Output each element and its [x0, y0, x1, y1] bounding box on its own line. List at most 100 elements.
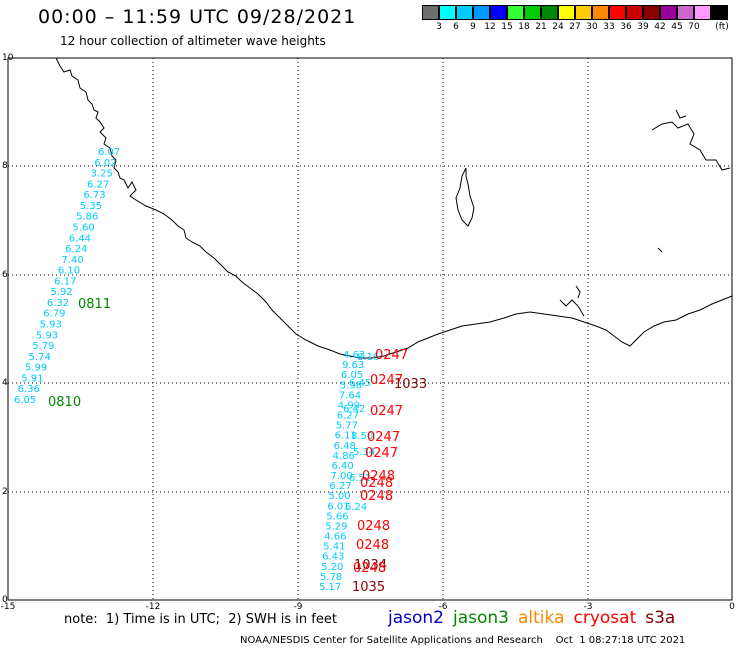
legend-s3a: s3a: [645, 608, 676, 628]
scale-swatch: [558, 5, 575, 20]
wave-height-value: 6.11: [335, 431, 357, 442]
pass-time-label: 1033: [394, 377, 427, 392]
wave-height-value: 5.34: [353, 447, 375, 458]
wave-height-value: 5.17: [319, 582, 341, 593]
legend-jason2: jason2: [388, 608, 444, 628]
wave-height-value: 6.24: [345, 502, 367, 513]
wave-height-value: 8.50: [351, 431, 373, 442]
wave-height-value: 6.42: [343, 404, 365, 415]
wave-height-value: 5.78: [320, 572, 342, 583]
scale-label: 6: [453, 22, 459, 32]
map-subtitle: 12 hour collection of altimeter wave hei…: [60, 34, 326, 48]
scale-label: 45: [671, 22, 683, 32]
x-tick-label: -3: [583, 602, 593, 612]
coastline-segment: [455, 167, 475, 227]
wave-height-value: 3.25: [91, 169, 113, 180]
wave-height-value: 7.40: [61, 255, 83, 266]
credit-line: NOAA/NESDIS Center for Satellite Applica…: [240, 635, 686, 646]
pass-time-label: 0248: [353, 561, 386, 576]
y-tick-label: 6: [2, 270, 8, 280]
wave-height-value: 5.35: [80, 201, 102, 212]
map-grid: [8, 58, 732, 600]
scale-swatch: [439, 5, 456, 20]
wave-height-value: 6.05: [14, 395, 36, 406]
wave-height-value: 4.86: [333, 451, 355, 462]
coastline-segment: [575, 285, 581, 299]
wave-height-value: 6.36: [18, 384, 40, 395]
scale-swatch: [609, 5, 626, 20]
pass-time-label: 0811: [78, 297, 111, 312]
coastline-segment: [675, 109, 687, 119]
x-tick-label: 0: [729, 602, 735, 612]
scale-swatch: [490, 5, 507, 20]
wave-height-value: 6.01: [327, 501, 349, 512]
wave-height-value: 6.02: [94, 158, 116, 169]
legend-cryosat: cryosat: [573, 608, 637, 628]
wave-height-value: 5.92: [51, 287, 73, 298]
wave-height-value: 9.63: [342, 360, 364, 371]
legend-altika: altika: [518, 608, 565, 628]
scale-label: 21: [535, 22, 547, 32]
scale-swatch: [473, 5, 490, 20]
y-tick-label: 4: [2, 378, 8, 388]
scale-label: 18: [518, 22, 530, 32]
scale-label: 15: [501, 22, 513, 32]
scale-swatch: [575, 5, 592, 20]
legend-jason3: jason3: [453, 608, 509, 628]
y-tick-label: 2: [2, 487, 8, 497]
scale-swatch: [660, 5, 677, 20]
wave-height-value: 5.77: [336, 421, 358, 432]
wave-height-value: 4.63: [343, 350, 365, 361]
pass-time-label: 1035: [352, 580, 385, 595]
wave-height-value: 6.79: [43, 309, 65, 320]
coastline-segment: [559, 299, 585, 317]
wave-height-value: 5.79: [32, 341, 54, 352]
wave-height-color-scale: 3 6 9 12 15 18 21 24 27 30 33 36 39 42 45 70 (ft): [422, 5, 729, 35]
scale-label: 42: [654, 22, 666, 32]
wave-height-labels: 6.076.023.256.276.735.355.865.606.446.24…: [14, 147, 427, 595]
scale-label: 36: [620, 22, 632, 32]
scale-swatch: [694, 5, 711, 20]
pass-time-label: 1034: [354, 558, 387, 573]
wave-height-value: 6.27: [87, 179, 109, 190]
wave-height-value: 6.45: [349, 378, 371, 389]
pass-time-label: 0247: [365, 446, 398, 461]
wave-height-value: 5.98: [340, 380, 362, 391]
satellite-legend: jason2 jason3 altika cryosat s3a: [388, 608, 684, 628]
map-frame: [7, 57, 733, 601]
scale-swatch: [507, 5, 524, 20]
wave-height-value: 7.00: [330, 471, 352, 482]
pass-time-label: 0247: [370, 373, 403, 388]
map-title: 00:00 – 11:59 UTC 09/28/2021: [38, 6, 357, 28]
scale-swatch: [456, 5, 473, 20]
coastline: [55, 57, 733, 359]
scale-label: 30: [586, 22, 598, 32]
wave-height-value: 6.48: [334, 441, 356, 452]
coastline-segment: [657, 247, 663, 253]
scale-swatch: [422, 5, 439, 20]
wave-height-value: 6.27: [337, 411, 359, 422]
pass-time-label: 0248: [356, 538, 389, 553]
wave-height-value: 5.20: [321, 562, 343, 573]
scale-swatch: [677, 5, 694, 20]
scale-swatch: [626, 5, 643, 20]
x-tick-label: -9: [293, 602, 303, 612]
scale-label: 39: [637, 22, 649, 32]
wave-height-value: 6.27: [329, 481, 351, 492]
scale-label: 27: [569, 22, 581, 32]
wave-height-value: 5.29: [325, 521, 347, 532]
wave-height-value: 5.60: [72, 222, 94, 233]
x-tick-label: -15: [0, 602, 16, 612]
pass-time-label: 0810: [48, 395, 81, 410]
x-tick-label: -6: [438, 602, 448, 612]
scale-unit-label: (ft): [715, 22, 729, 32]
wave-height-value: 7.64: [339, 390, 361, 401]
pass-time-label: 0248: [360, 476, 393, 491]
wave-height-value: 5.41: [323, 542, 345, 553]
wave-height-value: 5.93: [40, 320, 62, 331]
wave-height-value: 5.99: [25, 363, 47, 374]
pass-time-label: 0248: [357, 519, 390, 534]
scale-label: 3: [436, 22, 442, 32]
y-tick-label: 8: [2, 161, 8, 171]
scale-label: 70: [688, 22, 700, 32]
